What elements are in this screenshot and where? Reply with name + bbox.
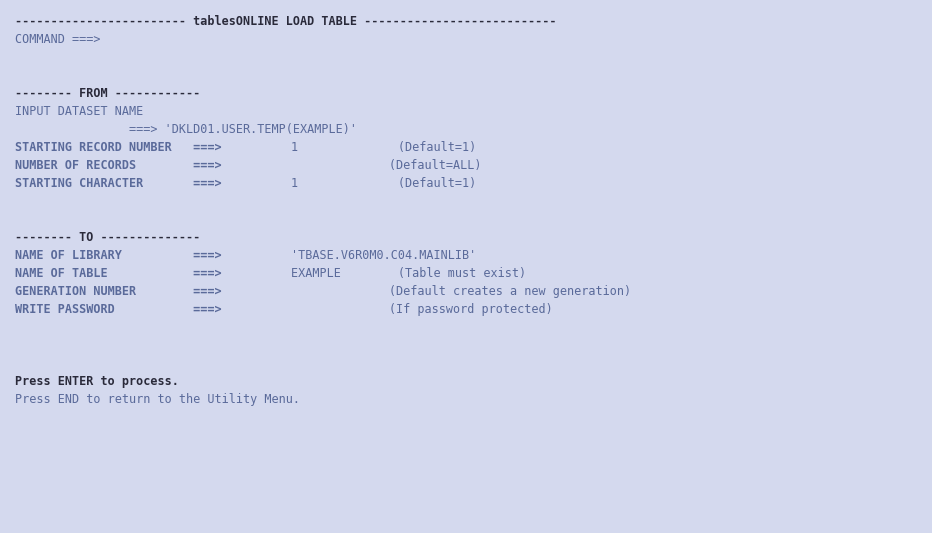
Text: Press END to return to the Utility Menu.: Press END to return to the Utility Menu.: [15, 393, 300, 406]
Text: ===> 'DKLD01.USER.TEMP(EXAMPLE)': ===> 'DKLD01.USER.TEMP(EXAMPLE)': [15, 123, 357, 136]
Text: ------------------------ tablesONLINE LOAD TABLE ---------------------------: ------------------------ tablesONLINE LO…: [15, 15, 556, 28]
Text: (Default=ALL): (Default=ALL): [281, 159, 481, 172]
Text: WRITE PASSWORD           ===>: WRITE PASSWORD ===>: [15, 303, 222, 316]
Text: NAME OF LIBRARY          ===>: NAME OF LIBRARY ===>: [15, 249, 228, 262]
Text: INPUT DATASET NAME: INPUT DATASET NAME: [15, 105, 144, 118]
Text: GENERATION NUMBER        ===>: GENERATION NUMBER ===>: [15, 285, 222, 298]
Text: STARTING CHARACTER       ===>: STARTING CHARACTER ===>: [15, 177, 228, 190]
Text: -------- FROM ------------: -------- FROM ------------: [15, 87, 200, 100]
Text: (If password protected): (If password protected): [281, 303, 553, 316]
Text: 'TBASE.V6R0M0.C04.MAINLIB': 'TBASE.V6R0M0.C04.MAINLIB': [291, 249, 476, 262]
Text: -------- TO --------------: -------- TO --------------: [15, 231, 200, 244]
Text: (Default creates a new generation): (Default creates a new generation): [281, 285, 631, 298]
Text: 1              (Default=1): 1 (Default=1): [291, 177, 476, 190]
Text: NAME OF TABLE            ===>: NAME OF TABLE ===>: [15, 267, 228, 280]
Text: EXAMPLE        (Table must exist): EXAMPLE (Table must exist): [291, 267, 526, 280]
Text: 1              (Default=1): 1 (Default=1): [291, 141, 476, 154]
Text: COMMAND ===>: COMMAND ===>: [15, 33, 101, 46]
Text: Press ENTER to process.: Press ENTER to process.: [15, 375, 179, 388]
Text: STARTING RECORD NUMBER   ===>: STARTING RECORD NUMBER ===>: [15, 141, 228, 154]
Text: NUMBER OF RECORDS        ===>: NUMBER OF RECORDS ===>: [15, 159, 222, 172]
